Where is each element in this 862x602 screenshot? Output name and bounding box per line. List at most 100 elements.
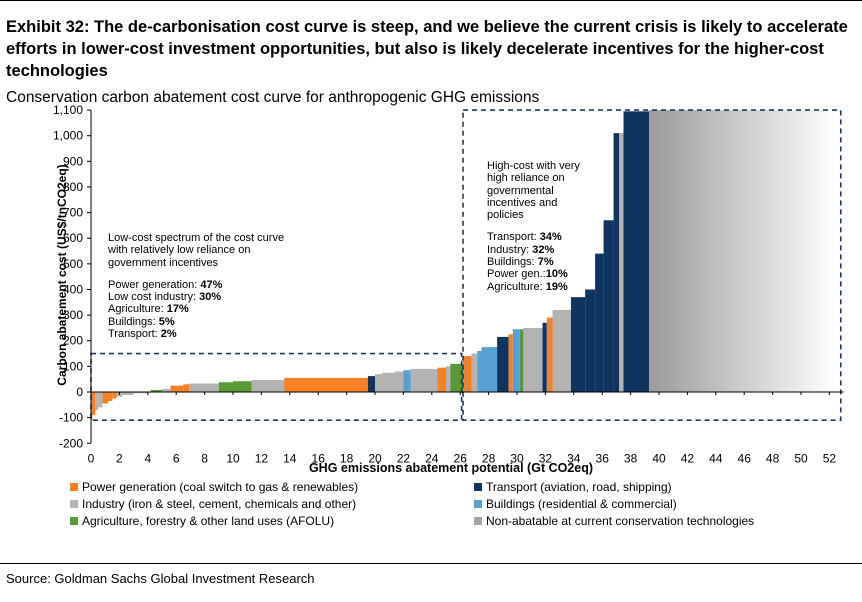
- x-tick-label: 44: [709, 451, 723, 465]
- bar-power: [108, 392, 113, 401]
- bar-industry: [523, 327, 543, 392]
- bar-transport: [570, 297, 586, 392]
- y-tick-label: 600: [63, 231, 83, 245]
- y-tick-label: 300: [63, 308, 83, 322]
- bar-agriculture: [218, 382, 233, 392]
- low-line-3: government incentives: [108, 256, 219, 269]
- bar-industry: [471, 353, 478, 392]
- axes-group: -200-10001002003004005006007008009001,00…: [53, 103, 844, 465]
- x-tick-label: 26: [454, 451, 468, 465]
- x-tick-label: 12: [255, 451, 269, 465]
- bar-transport: [623, 111, 650, 392]
- bar-industry: [188, 383, 219, 392]
- x-tick-label: 18: [340, 451, 354, 465]
- x-tick-label: 38: [624, 451, 638, 465]
- low-item: Power generation: 47%: [108, 278, 223, 291]
- y-tick-label: 0: [76, 385, 83, 399]
- bar-industry: [95, 392, 99, 410]
- bar-industry: [552, 309, 571, 392]
- bar-power: [284, 377, 368, 392]
- y-tick-label: 1,100: [53, 103, 83, 117]
- y-tick-label: 400: [63, 282, 83, 296]
- bar-power: [183, 384, 189, 392]
- x-tick-label: 46: [738, 451, 752, 465]
- legend-item-agriculture: Agriculture, forestry & other land uses …: [70, 513, 334, 530]
- bar-industry: [446, 366, 451, 392]
- bar-power: [102, 392, 109, 404]
- y-tick-label: 900: [63, 154, 83, 168]
- x-tick-label: 4: [144, 451, 151, 465]
- exhibit-subtitle: Conservation carbon abatement cost curve…: [6, 89, 540, 106]
- annotation-box: [462, 109, 842, 421]
- x-tick-label: 30: [510, 451, 524, 465]
- low-item: Buildings: 5%: [108, 315, 175, 328]
- y-tick-label: 800: [63, 180, 83, 194]
- legend-swatch: [70, 517, 78, 526]
- legend-swatch: [70, 483, 78, 492]
- bar-power: [546, 317, 553, 392]
- x-tick-label: 28: [482, 451, 496, 465]
- bar-industry: [133, 392, 151, 394]
- bar-transport: [595, 253, 604, 392]
- x-tick-label: 40: [652, 451, 666, 465]
- y-tick-label: 100: [63, 359, 83, 373]
- cost-curve-chart: -200-10001002003004005006007008009001,00…: [53, 103, 844, 465]
- bar-buildings: [477, 350, 482, 392]
- low-item: Agriculture: 17%: [108, 303, 189, 316]
- x-tick-label: 42: [681, 451, 695, 465]
- y-tick-label: 200: [63, 334, 83, 348]
- high-item: Buildings: 7%: [487, 256, 554, 269]
- high-item: Power gen.:10%: [487, 268, 568, 281]
- low-cost-annotation: Low-cost spectrum of the cost curve with…: [108, 232, 284, 340]
- y-tick-label: 700: [63, 206, 83, 220]
- legend-item-transport: Transport (aviation, road, shipping): [474, 479, 672, 496]
- legend-swatch: [474, 483, 482, 492]
- bar-industry: [619, 133, 624, 392]
- x-tick-label: 0: [88, 451, 95, 465]
- low-item: Transport: 2%: [108, 328, 177, 341]
- legend-swatch: [474, 500, 482, 509]
- bar-agriculture: [450, 363, 464, 392]
- bars-group: [91, 110, 837, 421]
- bar-power: [437, 367, 446, 392]
- bar-nonabatable: [649, 110, 837, 392]
- legend-item-power: Power generation (coal switch to gas & r…: [70, 479, 358, 496]
- high-item: Industry: 32%: [487, 243, 555, 256]
- bar-buildings: [481, 347, 498, 392]
- y-tick-label: -100: [59, 411, 83, 425]
- x-tick-label: 36: [596, 451, 610, 465]
- x-tick-label: 32: [539, 451, 553, 465]
- source-note: Source: Goldman Sachs Global Investment …: [6, 571, 315, 586]
- x-tick-label: 48: [766, 451, 780, 465]
- high-item: Agriculture: 19%: [487, 280, 568, 293]
- x-tick-label: 20: [368, 451, 382, 465]
- bar-industry: [122, 392, 134, 396]
- x-tick-label: 14: [283, 451, 297, 465]
- high-line-1: High-cost with very: [487, 160, 580, 172]
- bar-industry: [394, 371, 404, 392]
- x-tick-label: 10: [226, 451, 240, 465]
- x-tick-label: 24: [425, 451, 439, 465]
- x-axis-label: GHG emissions abatement potential (Gt CO…: [308, 461, 594, 475]
- bar-power: [92, 392, 96, 416]
- y-tick-label: -200: [59, 436, 83, 450]
- high-line-5: policies: [487, 209, 524, 222]
- bar-industry: [162, 388, 171, 392]
- bar-transport: [367, 376, 375, 392]
- bar-transport: [613, 133, 620, 392]
- y-axis-label: Carbon abatement cost (US$/tnCO2eq): [55, 164, 69, 386]
- bar-power: [463, 356, 472, 392]
- low-line-2: with relatively low reliance on: [108, 244, 251, 257]
- y-tick-label: 1,000: [53, 129, 83, 143]
- legend-item-buildings: Buildings (residential & commercial): [474, 496, 677, 513]
- bar-industry: [375, 374, 383, 392]
- x-tick-label: 22: [397, 451, 411, 465]
- bar-power: [112, 392, 117, 399]
- bar-industry: [382, 372, 395, 392]
- exhibit-title: Exhibit 32: The de-carbonisation cost cu…: [6, 18, 848, 80]
- legend-item-industry: Industry (iron & steel, cement, chemical…: [70, 496, 356, 513]
- x-tick-label: 34: [567, 451, 581, 465]
- high-line-4: incentives and: [487, 196, 558, 209]
- x-tick-label: 16: [312, 451, 326, 465]
- bar-agriculture: [150, 389, 162, 392]
